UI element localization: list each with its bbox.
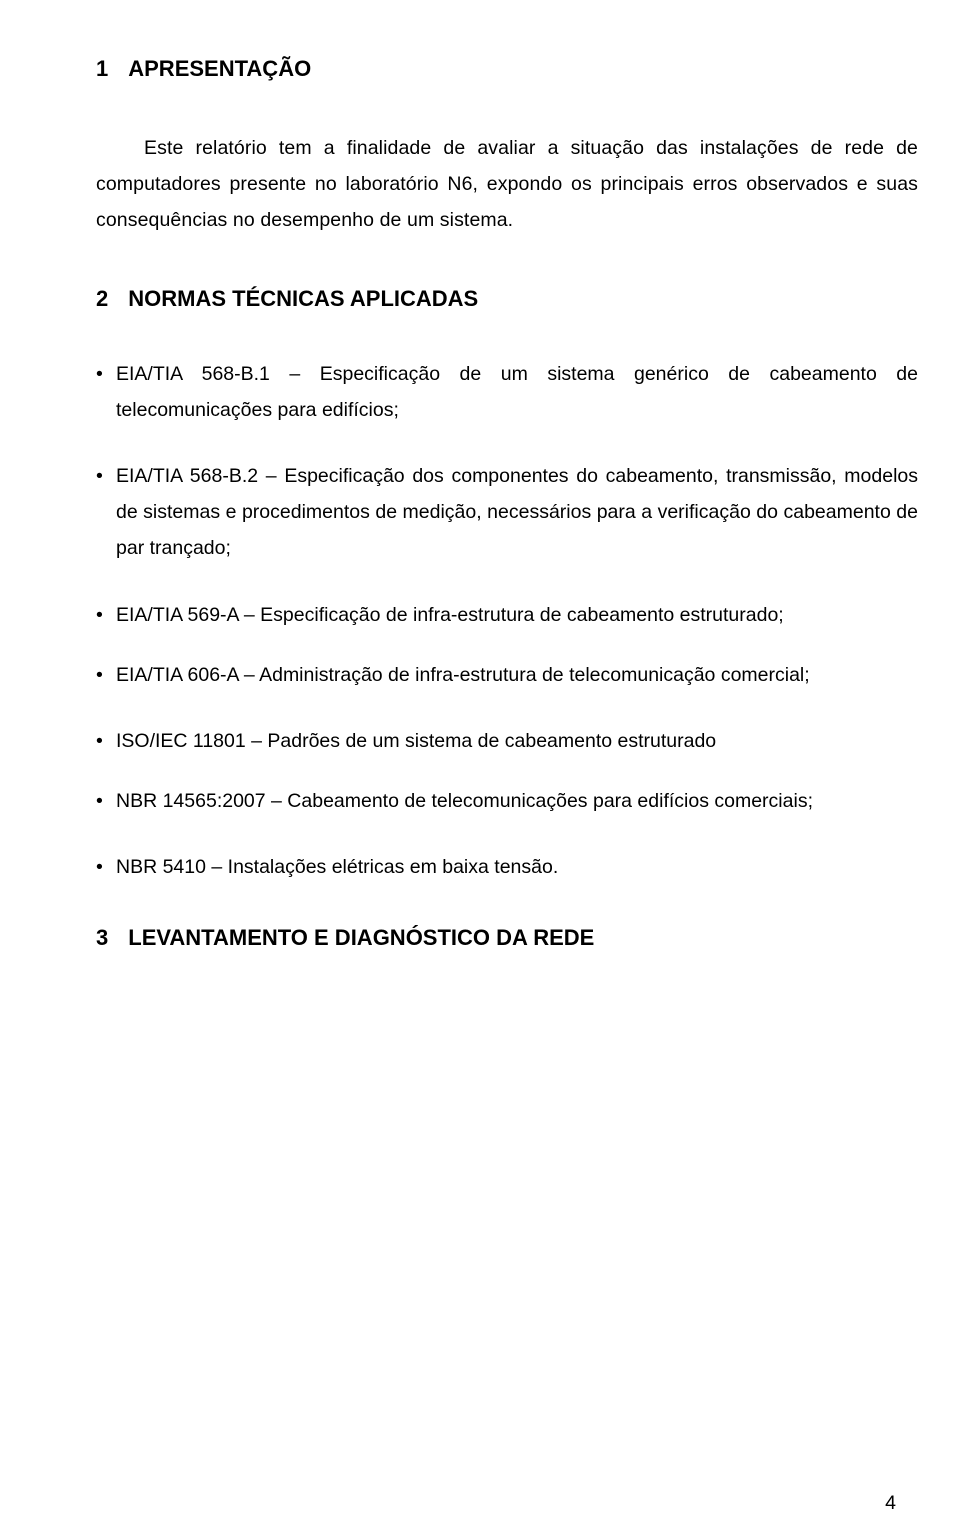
list-item: EIA/TIA 569-A – Especificação de infra-e… <box>96 597 918 633</box>
list-item: NBR 5410 – Instalações elétricas em baix… <box>96 849 918 885</box>
document-page: 1 APRESENTAÇÃO Este relatório tem a final… <box>0 0 960 1539</box>
list-item: NBR 14565:2007 – Cabeamento de telecomun… <box>96 783 918 819</box>
section-3-number: 3 <box>96 925 108 951</box>
section-1-heading: 1 APRESENTAÇÃO <box>96 56 918 82</box>
section-1-paragraph: Este relatório tem a finalidade de avali… <box>96 130 918 238</box>
list-item: ISO/IEC 11801 – Padrões de um sistema de… <box>96 723 918 759</box>
list-item: EIA/TIA 606-A – Administração de infra-e… <box>96 657 918 693</box>
section-1-number: 1 <box>96 56 108 82</box>
section-3-title: LEVANTAMENTO E DIAGNÓSTICO DA REDE <box>128 925 594 950</box>
section-1-title: APRESENTAÇÃO <box>128 56 311 81</box>
section-2-heading: 2 NORMAS TÉCNICAS APLICADAS <box>96 286 918 312</box>
list-item: EIA/TIA 568-B.1 – Especificação de um si… <box>96 356 918 428</box>
page-number: 4 <box>885 1492 896 1515</box>
list-item: EIA/TIA 568-B.2 – Especificação dos comp… <box>96 458 918 566</box>
section-2-title: NORMAS TÉCNICAS APLICADAS <box>128 286 478 311</box>
section-3-heading: 3 LEVANTAMENTO E DIAGNÓSTICO DA REDE <box>96 925 918 951</box>
section-2-number: 2 <box>96 286 108 312</box>
